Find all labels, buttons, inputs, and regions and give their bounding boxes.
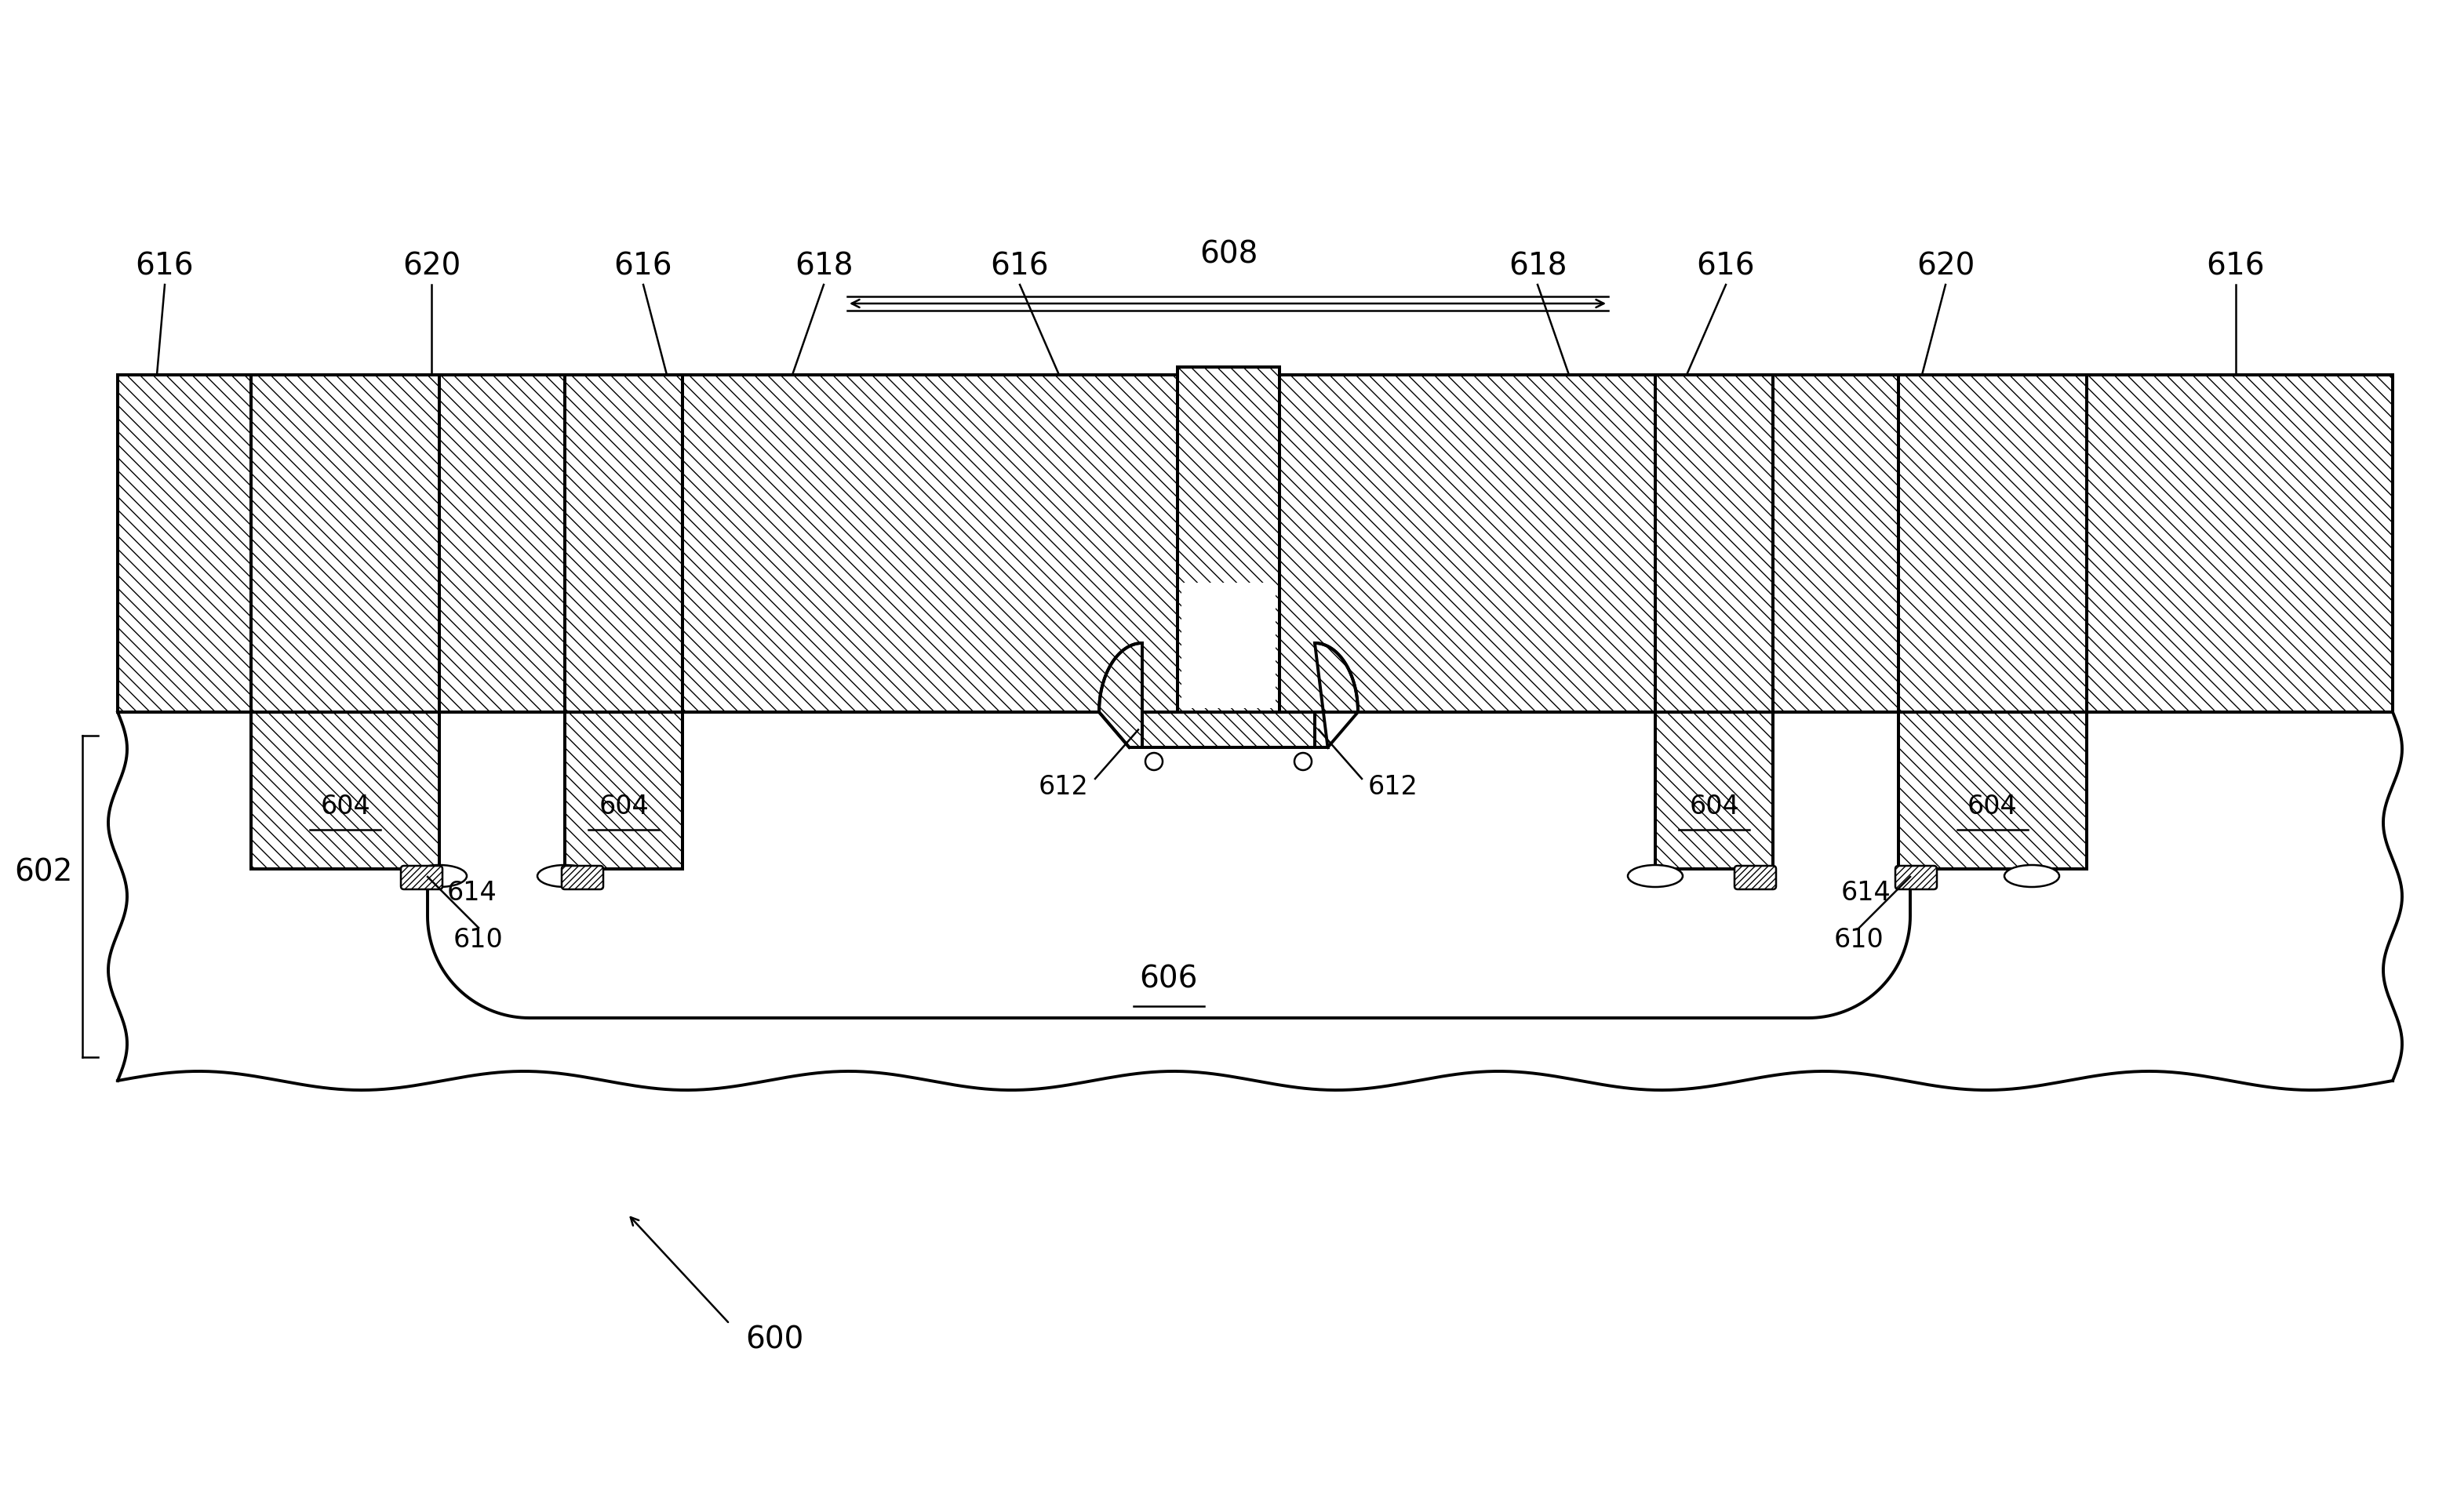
- Text: 614: 614: [447, 880, 496, 906]
- Bar: [1143, 712, 1314, 747]
- Ellipse shape: [413, 865, 467, 888]
- Text: 616: 616: [1698, 251, 1754, 281]
- Text: 604: 604: [600, 794, 649, 820]
- Text: 618: 618: [1509, 251, 1568, 281]
- Bar: [1182, 582, 1275, 708]
- Text: 610: 610: [1835, 927, 1885, 953]
- Bar: [1656, 375, 1774, 869]
- Bar: [1774, 375, 1899, 712]
- Bar: [440, 375, 565, 712]
- Bar: [1899, 375, 2086, 869]
- Text: 600: 600: [744, 1325, 803, 1355]
- Text: 606: 606: [1140, 963, 1199, 993]
- PathPatch shape: [1314, 643, 1359, 747]
- Bar: [251, 375, 440, 869]
- FancyBboxPatch shape: [1894, 866, 1936, 889]
- Ellipse shape: [1145, 753, 1162, 770]
- FancyBboxPatch shape: [563, 866, 604, 889]
- Ellipse shape: [1295, 753, 1312, 770]
- Text: 608: 608: [1199, 239, 1258, 269]
- Text: 618: 618: [794, 251, 853, 281]
- Bar: [1177, 367, 1280, 712]
- FancyBboxPatch shape: [1735, 866, 1776, 889]
- Bar: [118, 712, 2393, 1081]
- Text: 604: 604: [319, 794, 371, 820]
- Bar: [2086, 375, 2393, 712]
- Text: 616: 616: [614, 251, 673, 281]
- Text: 602: 602: [15, 857, 71, 888]
- Bar: [683, 375, 1656, 712]
- Bar: [118, 375, 251, 712]
- Bar: [565, 375, 683, 869]
- FancyBboxPatch shape: [400, 866, 442, 889]
- Text: 616: 616: [135, 251, 194, 281]
- Text: 610: 610: [455, 927, 504, 953]
- Text: 614: 614: [1840, 880, 1889, 906]
- PathPatch shape: [428, 712, 1909, 1018]
- Ellipse shape: [538, 865, 592, 888]
- Text: 620: 620: [1916, 251, 1975, 281]
- Text: 604: 604: [1968, 794, 2017, 820]
- Text: 616: 616: [990, 251, 1049, 281]
- Text: 620: 620: [403, 251, 459, 281]
- Text: 604: 604: [1688, 794, 1740, 820]
- Text: 616: 616: [2206, 251, 2265, 281]
- Ellipse shape: [1629, 865, 1683, 888]
- Ellipse shape: [2005, 865, 2059, 888]
- Text: 612: 612: [1039, 774, 1088, 800]
- PathPatch shape: [1098, 643, 1143, 747]
- Text: 612: 612: [1369, 774, 1418, 800]
